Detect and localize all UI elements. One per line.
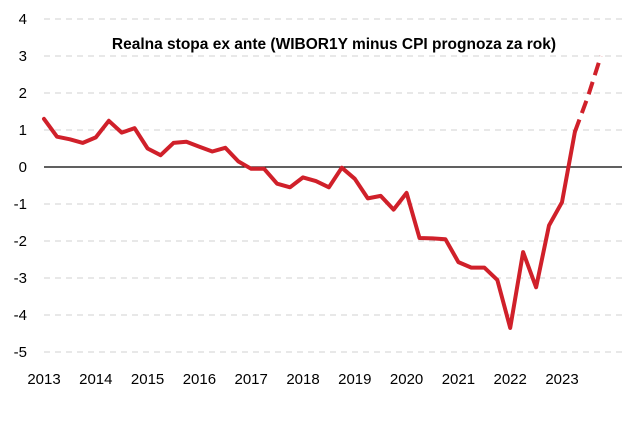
x-tick-label: 2019 [338,371,371,388]
y-axis-tick-labels: 4 3 2 1 0 -1 -2 -3 -4 -5 [14,11,27,361]
y-tick-label: 1 [19,122,27,139]
x-tick-label: 2022 [494,371,527,388]
x-tick-label: 2015 [131,371,164,388]
x-tick-label: 2023 [545,371,578,388]
y-tick-label: 3 [19,48,27,65]
y-tick-label: 4 [19,11,27,28]
x-tick-label: 2016 [183,371,216,388]
chart-title: Realna stopa ex ante (WIBOR1Y minus CPI … [112,36,556,53]
y-tick-label: -3 [14,270,27,287]
y-tick-label: -4 [14,307,27,324]
actual-series-line [42,116,577,330]
series-lines [42,55,603,330]
x-tick-label: 2013 [27,371,60,388]
x-tick-label: 2014 [79,371,112,388]
x-tick-label: 2018 [286,371,319,388]
y-tick-label: -1 [14,196,27,213]
y-tick-label: -2 [14,233,27,250]
x-tick-label: 2017 [235,371,268,388]
y-tick-label: 2 [19,85,27,102]
x-tick-label: 2020 [390,371,423,388]
grid-lines [44,18,622,353]
x-tick-label: 2021 [442,371,475,388]
x-axis-tick-labels: 2013 2014 2015 2016 2017 2018 2019 2020 2021 2022… [27,371,578,388]
y-tick-label: -5 [14,344,27,361]
y-tick-label: 0 [19,159,27,176]
forecast-series-line [573,55,603,133]
